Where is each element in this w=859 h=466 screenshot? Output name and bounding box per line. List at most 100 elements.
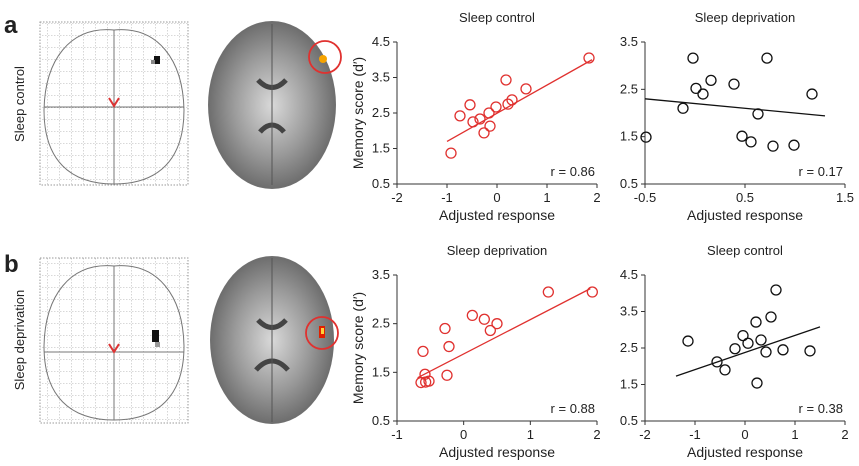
fit-line	[675, 326, 821, 377]
chart-title: Sleep control	[707, 243, 783, 258]
chart-title: Sleep control	[459, 10, 535, 25]
data-point	[423, 375, 435, 387]
y-tick-label: 1.5	[620, 377, 638, 392]
x-tick-label: 2	[593, 427, 600, 442]
x-tick-label: -0.5	[634, 190, 656, 205]
y-axis-label: Memory score (d′)	[350, 292, 366, 404]
glass-brain	[39, 21, 189, 186]
x-tick-label: -2	[639, 427, 651, 442]
x-tick-label: 0	[741, 427, 748, 442]
y-tick-label: 0.5	[620, 413, 638, 428]
data-point	[742, 337, 754, 349]
data-point	[711, 356, 723, 368]
data-point	[788, 139, 800, 151]
data-point	[640, 131, 652, 143]
data-point	[484, 120, 496, 132]
data-point	[478, 127, 490, 139]
y-tick-label: 4.5	[372, 34, 390, 49]
x-axis-label: Adjusted response	[439, 444, 555, 460]
y-tick-label: 0.5	[620, 176, 638, 191]
data-point	[506, 94, 518, 106]
data-point	[677, 102, 689, 114]
data-point	[737, 329, 749, 342]
annotation: r = 0.88	[551, 401, 595, 416]
mri-slice	[210, 256, 339, 424]
data-point	[777, 344, 789, 356]
y-tick-label: 3.5	[620, 34, 638, 49]
x-tick-label: -1	[441, 190, 453, 205]
x-tick-label: 1	[543, 190, 550, 205]
y-tick-label: 2.5	[372, 105, 390, 120]
annotation: r = 0.17	[799, 164, 843, 179]
fit-line	[446, 59, 593, 142]
data-point	[484, 324, 496, 337]
data-point	[478, 313, 490, 325]
data-point	[752, 108, 764, 120]
panel-letter: b	[4, 251, 19, 278]
y-tick-label: 1.5	[372, 364, 390, 379]
data-point	[417, 345, 429, 358]
data-point	[439, 322, 451, 335]
data-point	[583, 52, 595, 64]
data-point	[682, 335, 694, 347]
x-tick-label: 1	[791, 427, 798, 442]
x-tick-label: 0.5	[736, 190, 754, 205]
fit-line	[417, 288, 591, 379]
y-tick-label: 4.5	[620, 267, 638, 282]
y-axis-label: Memory score (d′)	[350, 57, 366, 169]
data-point	[586, 286, 598, 298]
data-point	[697, 88, 709, 100]
y-tick-label: 3.5	[372, 267, 390, 282]
glass-brain	[39, 257, 189, 424]
data-point	[736, 130, 748, 142]
data-point	[751, 377, 763, 389]
y-tick-label: 2.5	[620, 81, 638, 96]
mri-slice	[208, 21, 342, 189]
data-point	[729, 343, 741, 355]
chart-title: Sleep deprivation	[447, 243, 547, 258]
annotation: r = 0.86	[551, 164, 595, 179]
x-tick-label: 0	[493, 190, 500, 205]
data-point	[441, 369, 453, 381]
x-tick-label: 2	[841, 427, 848, 442]
x-tick-label: -1	[689, 427, 701, 442]
data-point	[491, 318, 503, 330]
data-point	[542, 286, 554, 298]
fit-line	[644, 98, 826, 117]
data-point	[466, 309, 478, 322]
data-point	[687, 52, 699, 64]
y-tick-label: 3.5	[372, 70, 390, 85]
data-point	[520, 83, 532, 95]
chart-title: Sleep deprivation	[695, 10, 795, 25]
x-tick-label: 1.5	[836, 190, 854, 205]
data-point	[483, 107, 495, 119]
y-tick-label: 3.5	[620, 304, 638, 319]
data-point	[464, 99, 476, 111]
data-point	[443, 340, 455, 353]
data-point	[750, 316, 762, 328]
x-axis-label: Adjusted response	[687, 207, 803, 223]
data-point	[745, 136, 757, 148]
data-point	[806, 88, 818, 100]
data-point	[767, 140, 779, 152]
x-tick-label: 1	[527, 427, 534, 442]
data-point	[755, 334, 767, 346]
x-tick-label: 2	[593, 190, 600, 205]
data-point	[804, 345, 816, 357]
row-label: Sleep deprivation	[12, 290, 27, 390]
x-axis-label: Adjusted response	[439, 207, 555, 223]
panel-letter: a	[4, 12, 18, 39]
row-label: Sleep control	[12, 66, 27, 142]
data-point	[500, 74, 512, 86]
y-tick-label: 0.5	[372, 176, 390, 191]
y-tick-label: 2.5	[372, 316, 390, 331]
data-point	[761, 52, 773, 64]
data-point	[454, 110, 466, 122]
data-point	[690, 82, 702, 95]
data-point	[760, 346, 772, 358]
data-point	[719, 364, 731, 376]
x-axis-label: Adjusted response	[687, 444, 803, 460]
data-point	[474, 113, 486, 125]
annotation: r = 0.38	[799, 401, 843, 416]
